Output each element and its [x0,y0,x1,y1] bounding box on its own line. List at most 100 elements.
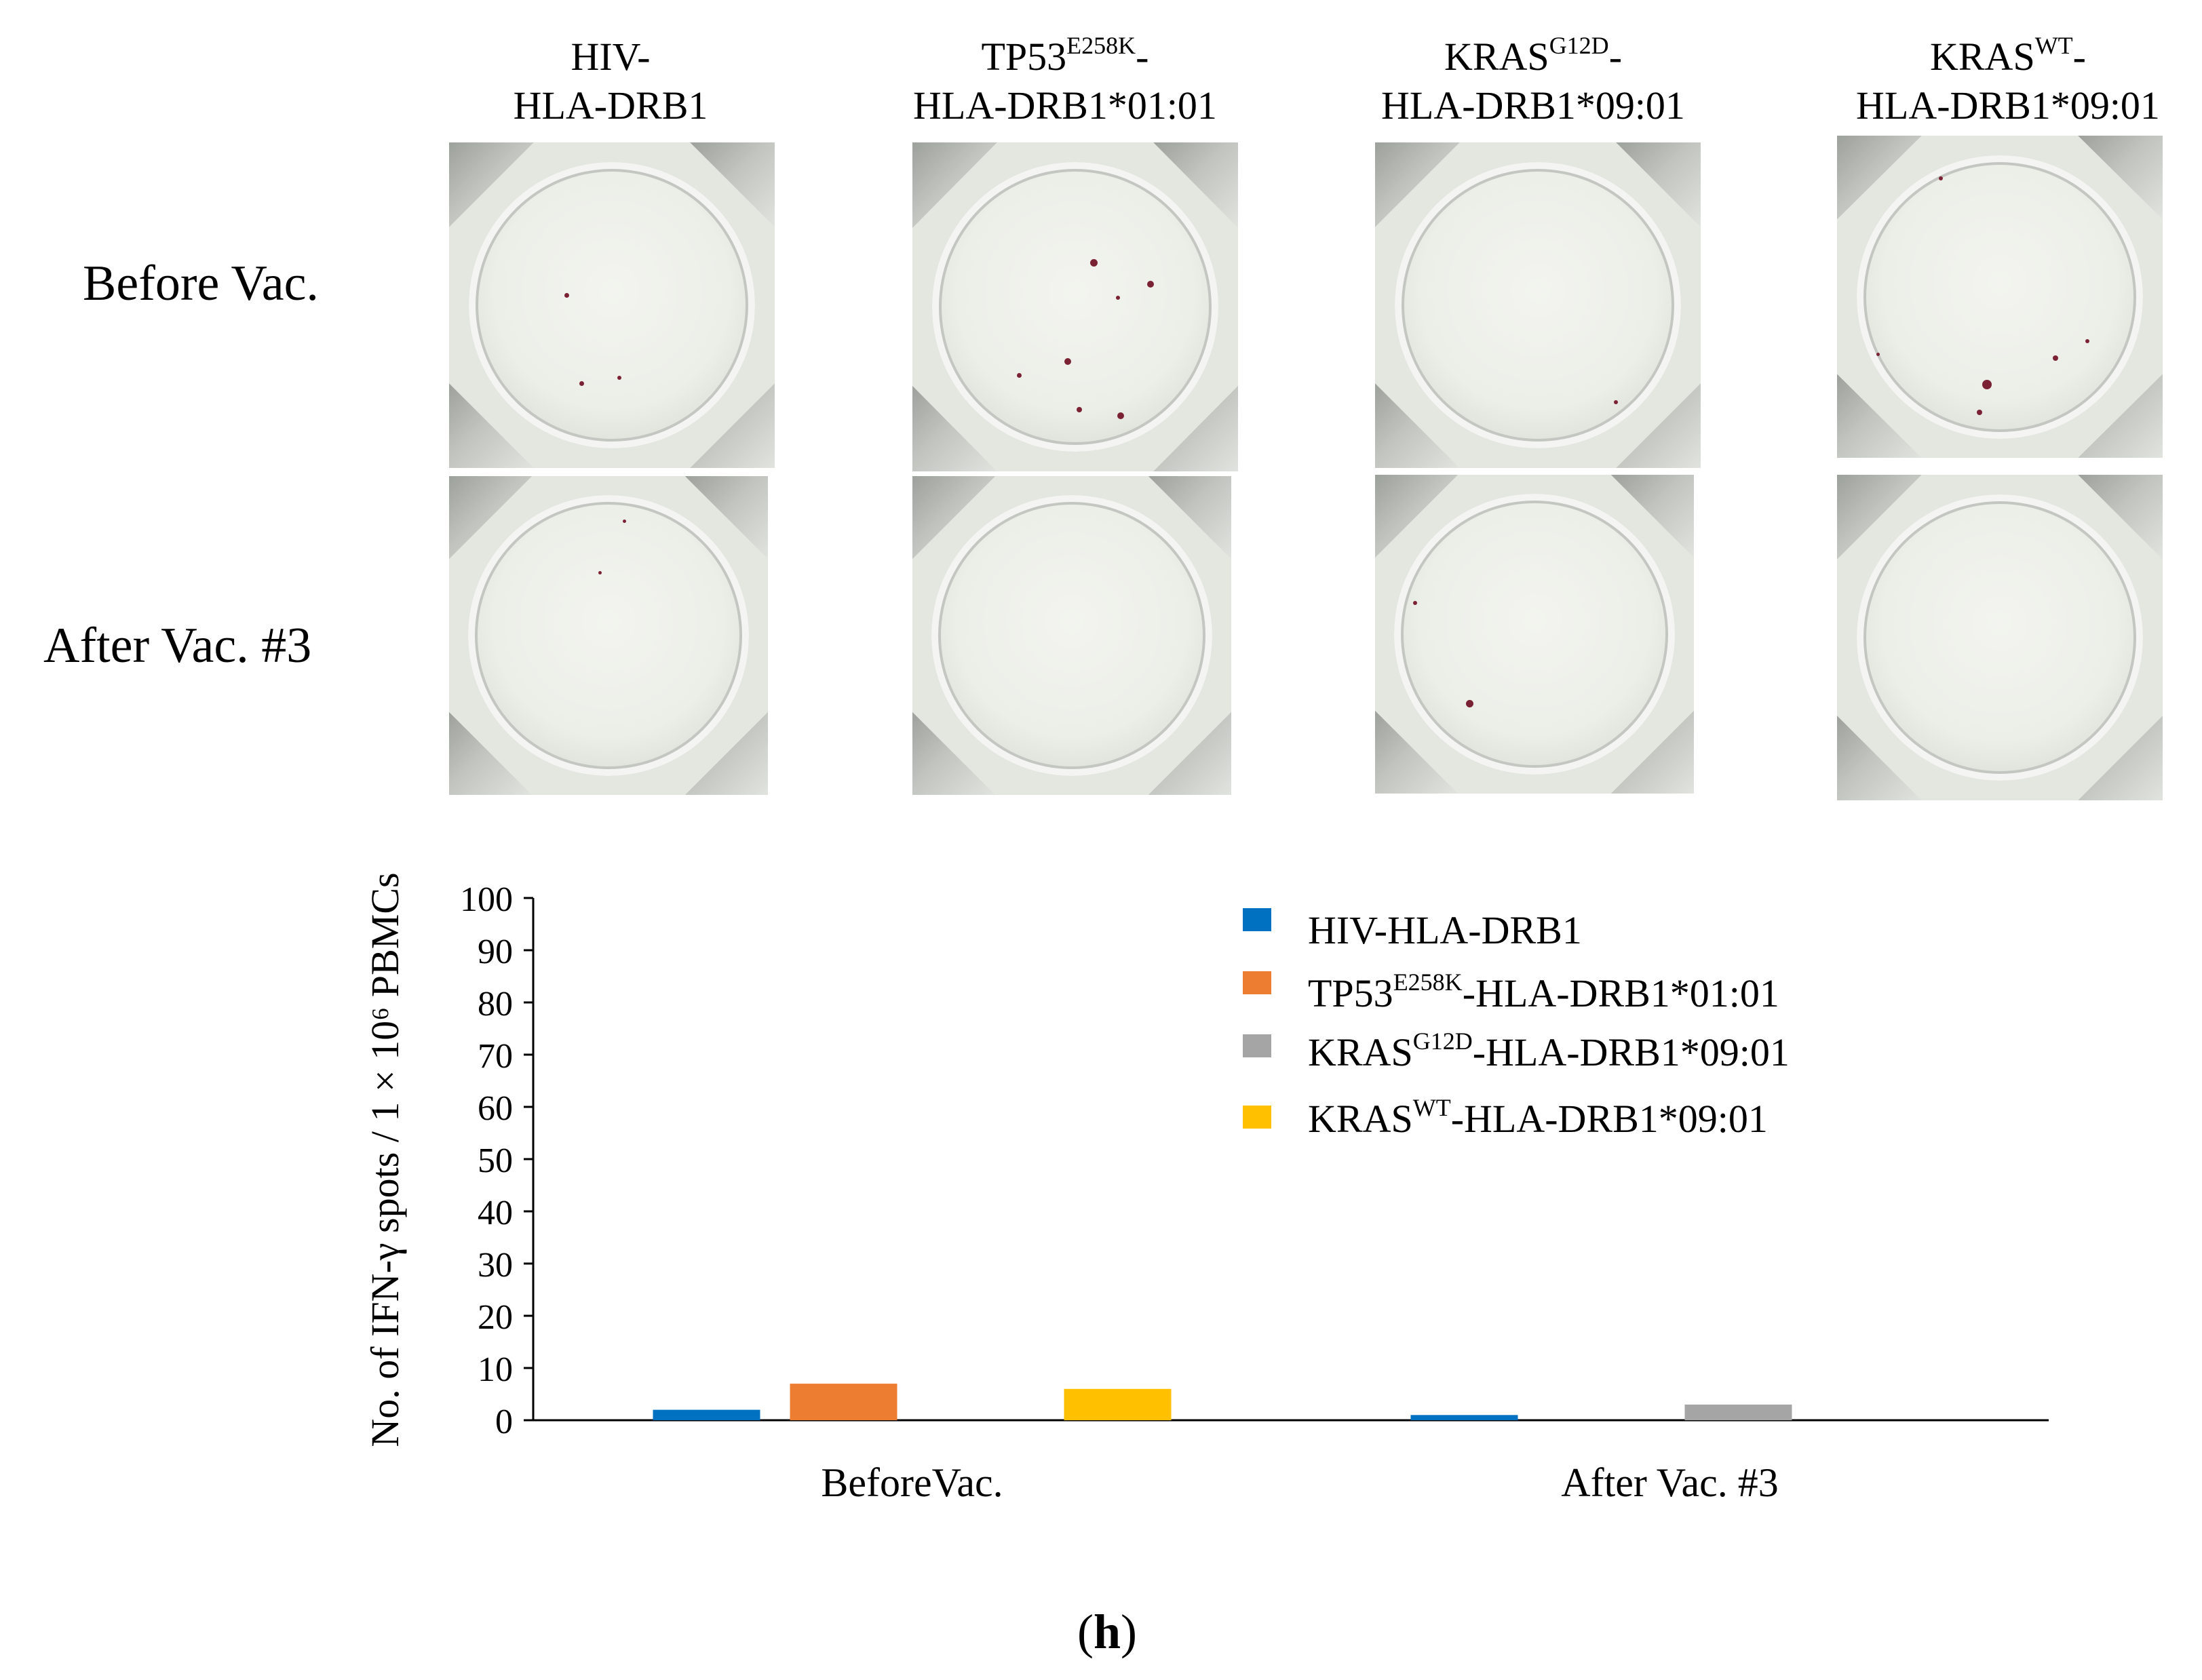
ifn-gamma-spot [1614,400,1618,404]
column-header-line1: KRAS [1929,35,2035,79]
row-header-after-vac: After Vac. #3 [43,618,312,673]
bar-1-0 [1410,1415,1518,1420]
elispot-well-before-kras-wt [1837,136,2163,458]
legend-label-tail: -HLA-DRB1*09:01 [1472,1030,1790,1074]
ifn-gamma-spot [1017,373,1022,378]
column-header-superscript: G12D [1549,32,1609,59]
legend-label-superscript: G12D [1412,1028,1473,1055]
legend-label-kras-wt: KRASWT-HLA-DRB1*09:01 [1308,1094,1768,1141]
column-header-line2: HLA-DRB1 [513,83,708,128]
legend-label-kras-g12d: KRASG12D-HLA-DRB1*09:01 [1308,1028,1790,1075]
ifn-gamma-spot [1939,176,1943,180]
elispot-well-after-hiv [449,476,768,795]
bar-0-0 [653,1409,760,1420]
well-bowl [1394,161,1682,449]
x-category-label: BeforeVac. [821,1460,1003,1505]
ifn-gamma-spot [1077,407,1082,412]
ifn-gamma-spot [579,381,584,386]
bar-0-1 [790,1384,897,1420]
column-header-superscript: WT [2034,32,2073,59]
ifn-gamma-spot [1466,700,1473,707]
legend-label-hiv: HIV-HLA-DRB1 [1308,907,1582,953]
column-header-superscript: E258K [1066,32,1136,59]
y-tick-label: 10 [478,1350,513,1389]
well-bowl [1856,155,2144,439]
ifn-gamma-spot [564,293,569,298]
legend-label-text: KRAS [1308,1030,1413,1074]
column-header-tp53: TP53E258K- HLA-DRB1*01:01 [875,33,1255,130]
y-tick-label: 60 [478,1089,513,1128]
ifn-gamma-spot [2053,355,2058,361]
legend-swatch-kras-g12d [1243,1034,1271,1057]
chart-axes: 0 10 20 30 40 50 60 70 80 90 100 BeforeVac. After Va… [460,880,2049,1505]
column-header-tail: - [1608,35,1623,79]
panel-label-close: ) [1121,1605,1138,1659]
legend-label-superscript: WT [1412,1094,1451,1121]
ifn-gamma-spot [1117,412,1124,419]
legend-swatch-kras-wt [1243,1106,1271,1129]
y-axis-label: No. of IFN-γ spots / 1 × 10⁶ PBMCs [363,872,407,1447]
column-header-tail: - [1136,35,1149,79]
ifn-gamma-spot [2085,339,2089,343]
ifn-gamma-spot [1982,380,1992,389]
legend-label-text: TP53 [1308,971,1393,1015]
ifn-gamma-spot [1064,358,1071,365]
bar-1-2 [1684,1404,1792,1420]
elispot-well-after-kras-wt [1837,475,2163,800]
ifn-gamma-spot [1090,259,1098,267]
column-header-line1: TP53 [981,35,1067,79]
panel-label-open: ( [1077,1605,1094,1659]
y-tick-label: 30 [478,1246,513,1285]
y-tick-label: 70 [478,1037,513,1076]
column-header-tail: - [2072,35,2086,79]
legend-swatch-hiv [1243,908,1271,931]
panel-label: (h) [1077,1604,1137,1660]
bar-0-3 [1064,1388,1172,1420]
column-header-line2: HLA-DRB1*09:01 [1381,83,1685,128]
column-header-kras-wt: KRASWT- HLA-DRB1*09:01 [1818,33,2198,130]
well-bowl [931,162,1219,452]
well-bowl [1394,494,1675,775]
legend-label-text: HIV-HLA-DRB1 [1308,908,1582,952]
y-tick-label: 80 [478,985,513,1023]
elispot-well-after-tp53 [912,476,1231,795]
well-bowl [931,495,1212,776]
x-category-label: After Vac. #3 [1561,1460,1778,1505]
ifn-gamma-spot [1147,281,1154,288]
elispot-well-after-kras-g12d [1375,475,1694,794]
chart-bars [653,1384,1792,1420]
elispot-well-before-kras-g12d [1375,142,1701,468]
ifn-gamma-spot [1413,601,1417,605]
column-header-hiv: HIV- HLA-DRB1 [482,33,739,130]
ifn-gamma-spot [617,376,621,380]
y-tick-label: 100 [460,880,513,919]
legend-label-text: KRAS [1308,1097,1413,1141]
well-bowl [468,161,756,449]
elispot-well-before-tp53 [912,142,1238,471]
ifn-gamma-spot [1116,296,1120,300]
column-header-line1: HIV- [571,35,651,79]
y-tick-label: 90 [478,933,513,971]
legend-label-tail: -HLA-DRB1*01:01 [1462,971,1779,1015]
well-bowl [468,495,749,776]
well-bowl [1856,494,2144,781]
row-header-before-vac: Before Vac. [83,256,319,311]
column-header-line2: HLA-DRB1*01:01 [913,83,1217,128]
legend-label-tp53: TP53E258K-HLA-DRB1*01:01 [1308,969,1779,1016]
legend-label-superscript: E258K [1393,969,1463,996]
legend-label-tail: -HLA-DRB1*09:01 [1450,1097,1768,1141]
column-header-line1: KRAS [1444,35,1549,79]
legend-swatch-tp53 [1243,971,1271,994]
y-tick-label: 20 [478,1298,513,1337]
column-header-kras-g12d: KRASG12D- HLA-DRB1*09:01 [1343,33,1723,130]
y-tick-label: 0 [495,1403,513,1441]
ifn-gamma-spot [623,520,626,523]
ifn-gamma-spot [1876,353,1880,356]
y-tick-label: 50 [478,1141,513,1180]
y-tick-label: 40 [478,1194,513,1232]
elispot-well-before-hiv [449,142,775,468]
ifn-gamma-spot [598,571,602,574]
panel-label-letter: h [1093,1605,1121,1659]
ifn-gamma-spot [1977,410,1982,415]
